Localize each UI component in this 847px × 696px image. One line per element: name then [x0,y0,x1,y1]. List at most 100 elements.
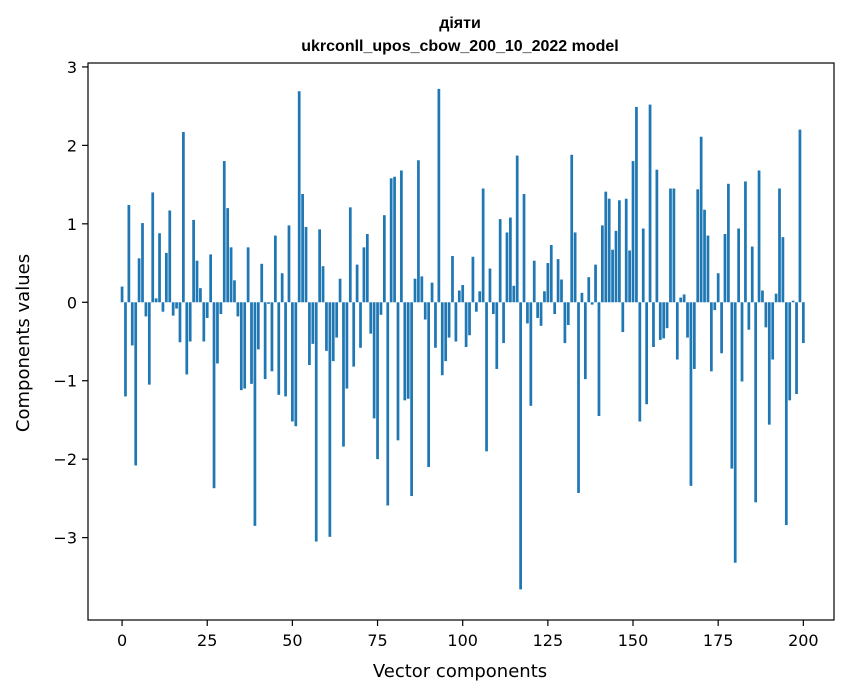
y-tick-label: −3 [53,529,77,548]
bar-113 [505,232,509,303]
y-axis-ticks: −3 −2 −1 0 1 2 3 [53,58,88,548]
bar-116 [515,155,519,303]
bar-47 [280,273,284,303]
bar-153 [641,228,645,303]
bar-88 [420,276,424,303]
bar-60 [325,302,328,351]
bar-126 [549,245,553,303]
bar-155 [648,104,652,303]
bar-121 [532,260,536,303]
bar-58 [318,229,321,303]
bar-59 [321,266,325,303]
bar-170 [699,136,703,303]
x-tick-label: 125 [533,631,564,650]
bar-117 [519,302,522,590]
bar-45 [273,235,277,303]
bar-189 [764,302,768,328]
bar-193 [778,188,781,303]
bar-102 [468,302,471,336]
bar-70 [359,302,362,348]
bar-64 [338,278,342,303]
bar-104 [474,302,478,312]
x-axis-label: Vector components [373,661,547,682]
bar-181 [737,228,740,303]
bar-120 [529,302,533,406]
bar-100 [461,285,465,303]
bar-53 [301,194,304,303]
bar-0 [120,286,124,303]
y-axis-label: Components values [13,254,34,432]
bar-182 [740,302,744,382]
bar-154 [645,302,649,405]
bar-124 [543,291,546,303]
bar-14 [168,210,172,303]
bar-24 [202,302,206,342]
bar-185 [750,246,754,303]
bar-172 [706,235,710,303]
bar-136 [583,302,587,380]
plot-frame [87,62,835,621]
bar-55 [308,302,311,366]
bar-54 [304,226,308,303]
x-tick-label: 175 [703,631,734,650]
bar-179 [730,302,734,469]
bar-39 [253,302,257,526]
bar-57 [314,302,318,542]
bar-50 [291,302,294,422]
bar-8 [147,302,151,385]
bar-123 [539,302,543,326]
bar-160 [665,302,669,329]
bar-66 [345,302,349,389]
bar-84 [406,302,410,399]
bar-196 [788,302,792,401]
bar-6 [141,223,144,303]
bar-118 [522,194,526,303]
bar-191 [771,302,775,360]
bar-23 [199,288,202,303]
bar-138 [590,302,594,305]
bar-29 [219,302,223,315]
bar-151 [635,106,638,303]
bar-3 [130,302,134,346]
bar-83 [403,302,407,401]
bar-114 [509,217,512,303]
bar-122 [536,302,540,318]
bar-150 [631,161,635,303]
bar-183 [744,181,747,303]
x-tick-label: 0 [117,631,127,650]
bar-131 [566,302,570,326]
bar-199 [798,129,802,303]
bar-158 [658,302,662,340]
bar-133 [573,232,577,303]
bar-130 [563,302,567,344]
x-tick-label: 150 [618,631,649,650]
bar-41 [260,263,264,303]
bar-28 [216,302,219,364]
bar-81 [396,302,400,441]
bar-43 [267,302,270,304]
bar-51 [294,302,298,427]
bar-142 [604,191,608,303]
bar-175 [716,273,720,303]
bar-119 [526,302,529,324]
bar-177 [723,234,727,303]
bar-31 [226,208,230,303]
bar-187 [757,170,761,303]
y-tick-label: −1 [53,372,77,391]
bar-36 [243,302,247,389]
bar-34 [236,302,240,317]
bar-147 [621,302,625,333]
bar-157 [655,169,659,303]
bar-80 [393,176,396,303]
bar-94 [440,302,444,376]
bar-4 [134,302,138,466]
bar-20 [188,302,192,342]
bar-33 [233,280,236,303]
bar-78 [386,302,390,506]
bar-11 [158,233,161,303]
bar-67 [348,207,352,303]
bar-139 [594,264,597,303]
bar-152 [638,302,642,422]
bar-143 [607,198,611,303]
